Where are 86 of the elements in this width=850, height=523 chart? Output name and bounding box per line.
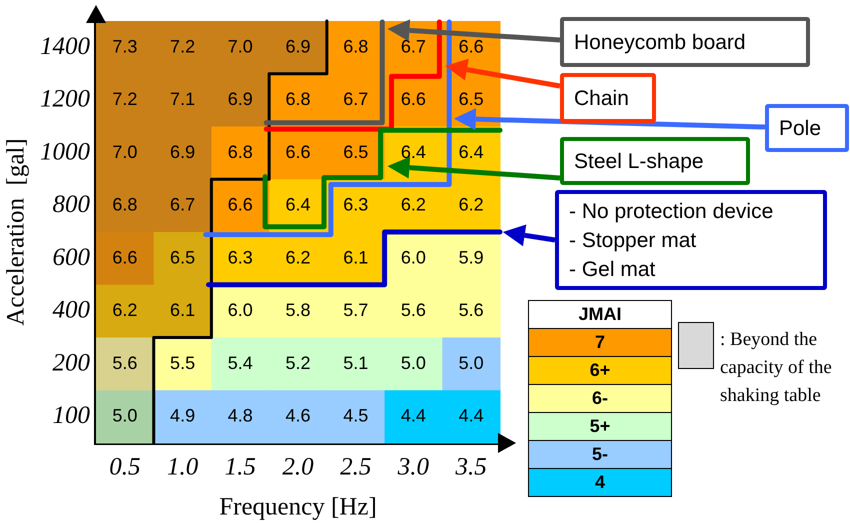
data-label: 4.5 bbox=[343, 406, 368, 426]
data-label: 5.6 bbox=[458, 300, 484, 320]
data-label: 4.9 bbox=[170, 406, 196, 426]
data-label: 6.7 bbox=[170, 194, 196, 215]
data-label: 6.4 bbox=[458, 142, 484, 162]
data-label: 5.4 bbox=[228, 352, 253, 373]
x-tick-label: 3.5 bbox=[454, 454, 487, 481]
data-label: 6.0 bbox=[400, 247, 426, 268]
data-label: 6.5 bbox=[458, 89, 484, 110]
data-label: 6.6 bbox=[228, 194, 253, 215]
y-tick-label: 1400 bbox=[40, 32, 90, 60]
data-label: 4.4 bbox=[400, 406, 426, 426]
text: - No protection device - Stopper mat - Gel mat bbox=[555, 190, 827, 290]
data-label: 6.2 bbox=[285, 247, 311, 268]
category-label: 6- bbox=[528, 384, 672, 412]
category-label: 6+ bbox=[528, 356, 672, 384]
text: Steel L-shape bbox=[560, 137, 750, 185]
data-label: 5.0 bbox=[400, 352, 426, 373]
data-label: 6.7 bbox=[400, 36, 426, 56]
data-label: 6.9 bbox=[228, 89, 253, 110]
data-label: 5.9 bbox=[458, 247, 484, 268]
data-label: 6.1 bbox=[170, 300, 196, 320]
data-label: 4.6 bbox=[285, 406, 311, 426]
data-label: 6.8 bbox=[228, 142, 253, 162]
data-label: 5.8 bbox=[285, 300, 311, 320]
category-label: : Beyond the capacity of the shaking table bbox=[720, 328, 833, 408]
data-label: 7.1 bbox=[170, 89, 196, 110]
data-label: 6.6 bbox=[458, 36, 484, 56]
data-label: 6.3 bbox=[343, 194, 368, 215]
y-tick-label: 400 bbox=[52, 296, 90, 324]
x-tick-label: 1.5 bbox=[224, 454, 256, 481]
data-label: 5.1 bbox=[343, 352, 368, 373]
data-label: 6.2 bbox=[458, 194, 484, 215]
data-label: 6.7 bbox=[343, 89, 368, 110]
data-label: 6.5 bbox=[343, 142, 368, 162]
x-tick-label: 0.5 bbox=[109, 454, 140, 481]
text: Chain bbox=[560, 73, 656, 123]
y-tick-label: 800 bbox=[52, 191, 90, 218]
data-label: 6.8 bbox=[285, 89, 311, 110]
data-label: 6.6 bbox=[285, 142, 311, 162]
data-label: 6.9 bbox=[285, 36, 311, 56]
x-tick-label: 1.0 bbox=[166, 454, 199, 481]
data-label: 5.2 bbox=[285, 352, 311, 373]
y-tick-label: 1200 bbox=[40, 86, 90, 113]
data-label: 6.2 bbox=[112, 300, 138, 320]
data-label: 4.8 bbox=[228, 406, 253, 426]
y-tick-label: 200 bbox=[52, 349, 90, 376]
data-label: 7.0 bbox=[112, 142, 138, 162]
data-label: 6.9 bbox=[170, 142, 196, 162]
data-label: 5.5 bbox=[170, 352, 196, 373]
y-tick-label: 1000 bbox=[40, 138, 90, 166]
data-label: 6.4 bbox=[285, 194, 311, 215]
data-label: 6.0 bbox=[228, 300, 253, 320]
data-label: 5.7 bbox=[343, 300, 368, 320]
x-tick-label: 2.0 bbox=[282, 454, 314, 481]
data-label: 6.8 bbox=[112, 194, 138, 215]
data-label: 6.3 bbox=[228, 247, 253, 268]
data-label: 6.4 bbox=[400, 142, 426, 162]
category-label: 4 bbox=[528, 468, 672, 496]
data-label: 6.6 bbox=[400, 89, 426, 110]
x-tick-label: 2.5 bbox=[340, 454, 372, 481]
text: JMAI bbox=[528, 300, 672, 328]
data-label: 6.6 bbox=[112, 247, 138, 268]
y-tick-label: 100 bbox=[52, 402, 90, 430]
data-label: 5.0 bbox=[112, 406, 138, 426]
data-label: 6.8 bbox=[343, 36, 368, 56]
y-axis-title: Acceleration [gal] bbox=[2, 138, 30, 326]
data-label: 6.2 bbox=[400, 194, 426, 215]
data-label: 5.6 bbox=[112, 352, 138, 373]
x-axis-title: Frequency [Hz] bbox=[219, 494, 377, 521]
data-label: 4.4 bbox=[458, 406, 484, 426]
data-label: 7.0 bbox=[228, 36, 253, 56]
text: Honeycomb board bbox=[560, 17, 810, 67]
x-tick-label: 3.0 bbox=[396, 454, 430, 481]
y-tick-label: 600 bbox=[52, 244, 90, 271]
category-label: 5+ bbox=[528, 412, 672, 440]
category-label: 7 bbox=[528, 328, 672, 356]
data-label: 6.5 bbox=[170, 247, 196, 268]
data-label: 5.6 bbox=[400, 300, 426, 320]
data-label: 7.2 bbox=[112, 89, 138, 110]
data-label: 7.3 bbox=[112, 36, 138, 56]
data-label: 7.2 bbox=[170, 36, 196, 56]
data-label: 5.0 bbox=[458, 352, 484, 373]
category-label: 5- bbox=[528, 440, 672, 468]
data-label: 6.1 bbox=[343, 247, 368, 268]
text: Pole bbox=[765, 104, 849, 152]
